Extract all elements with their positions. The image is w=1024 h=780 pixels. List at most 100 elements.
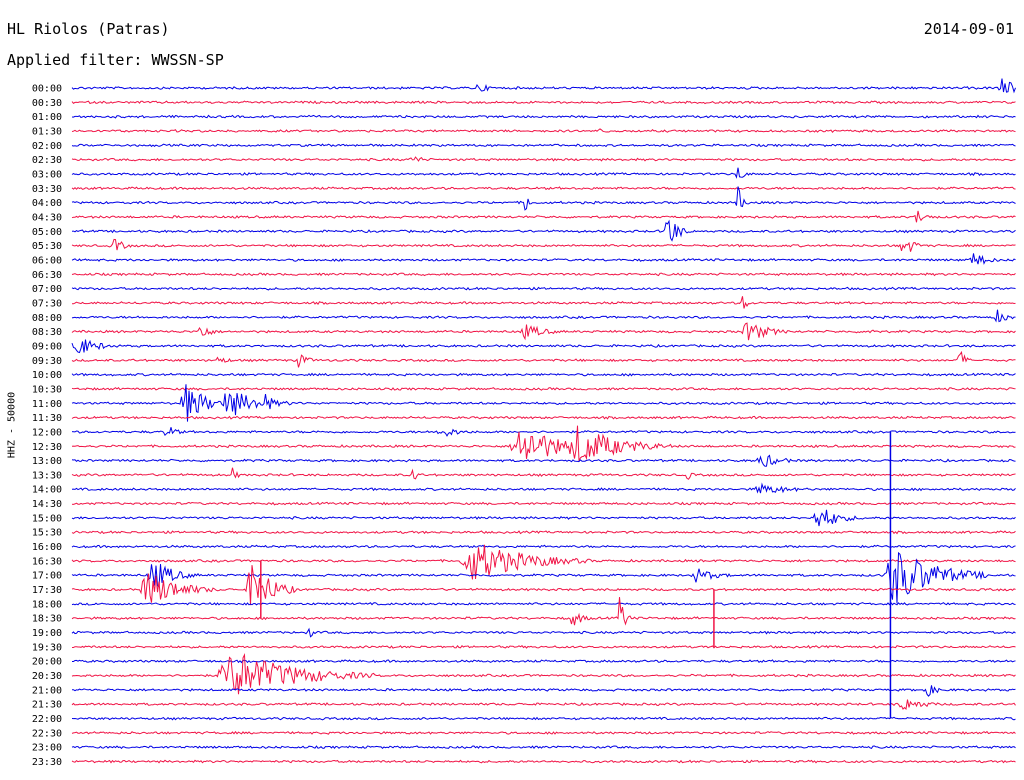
trace-row (71, 652, 1016, 695)
row-label: 06:30 (32, 270, 62, 281)
trace-row (71, 350, 1016, 368)
trace-row (71, 143, 1016, 148)
trace-row (71, 114, 1016, 119)
trace-row (71, 454, 1016, 467)
trace-row (71, 372, 1016, 377)
row-label: 22:30 (32, 728, 62, 739)
row-label: 16:00 (32, 542, 62, 553)
row-label: 17:30 (32, 585, 62, 596)
trace-row (71, 386, 1016, 391)
trace-row (71, 544, 1016, 549)
trace-row (71, 699, 1016, 711)
trace-row (71, 551, 1016, 604)
trace-row (71, 78, 1016, 94)
trace-row (71, 167, 1016, 179)
trace-row (71, 544, 1016, 580)
trace-row (71, 745, 1016, 750)
row-label: 22:00 (32, 714, 62, 725)
trace-row (71, 322, 1016, 341)
trace-row (71, 415, 1016, 420)
trace-row (72, 659, 1016, 664)
trace-row (71, 501, 1016, 506)
row-label: 14:30 (32, 499, 62, 510)
trace-row (71, 128, 1016, 133)
trace-row (71, 219, 1016, 242)
row-label: 09:00 (32, 341, 62, 352)
row-label: 00:00 (32, 84, 62, 95)
date-label: 2014-09-01 (923, 20, 1014, 38)
row-label: 00:30 (32, 98, 62, 109)
row-label: 16:30 (32, 556, 62, 567)
row-label: 11:00 (32, 399, 62, 410)
trace-row (71, 601, 1016, 606)
row-label: 12:00 (32, 427, 62, 438)
trace-row (71, 467, 1016, 480)
trace-row (71, 627, 1016, 638)
row-label: 23:00 (32, 743, 62, 754)
trace-row (71, 186, 1016, 211)
trace-row (71, 186, 1016, 191)
row-label: 21:30 (32, 700, 62, 711)
row-label: 07:30 (32, 298, 62, 309)
row-label: 17:00 (32, 571, 62, 582)
trace-row (71, 730, 1016, 735)
trace-row (72, 644, 1016, 649)
row-label: 03:30 (32, 184, 62, 195)
row-label: 18:00 (32, 599, 62, 610)
row-label: 15:30 (32, 528, 62, 539)
row-label: 12:30 (32, 442, 62, 453)
trace-row (72, 296, 1016, 309)
trace-row (71, 384, 1016, 422)
row-label: 05:00 (32, 227, 62, 238)
row-label: 19:00 (32, 628, 62, 639)
trace-row (71, 286, 1016, 291)
row-label: 01:00 (32, 112, 62, 123)
trace-row (71, 156, 1016, 162)
trace-row (71, 272, 1016, 277)
trace-row (71, 530, 1016, 535)
row-label: 04:30 (32, 212, 62, 223)
row-label: 14:00 (32, 485, 62, 496)
trace-row (71, 716, 1016, 721)
row-label: 08:00 (32, 313, 62, 324)
row-label: 18:30 (32, 614, 62, 625)
trace-row (71, 253, 1016, 265)
row-label: 20:30 (32, 671, 62, 682)
row-label: 03:00 (32, 169, 62, 180)
trace-row (71, 509, 1016, 527)
row-label: 10:30 (32, 384, 62, 395)
trace-row (71, 309, 1016, 323)
row-label: 21:00 (32, 685, 62, 696)
station-title: HL Riolos (Patras) (7, 20, 170, 38)
row-label: 08:30 (32, 327, 62, 338)
row-label: 15:00 (32, 513, 62, 524)
filter-label: Applied filter: WWSSN-SP (7, 51, 224, 69)
row-label: 13:00 (32, 456, 62, 467)
row-label: 13:30 (32, 470, 62, 481)
row-label: 19:30 (32, 642, 62, 653)
trace-row (71, 759, 1016, 764)
trace-row (71, 565, 1016, 606)
trace-row (71, 427, 1016, 437)
trace-row (71, 210, 1016, 223)
trace-row (71, 238, 1016, 252)
trace-row (71, 685, 1016, 697)
trace-row (71, 425, 1016, 463)
row-label: 07:00 (32, 284, 62, 295)
row-label: 23:30 (32, 757, 62, 768)
trace-row (71, 100, 1016, 105)
row-label: 01:30 (32, 126, 62, 137)
row-label: 02:30 (32, 155, 62, 166)
row-label: 05:30 (32, 241, 62, 252)
trace-row (71, 597, 1016, 626)
row-label: 06:00 (32, 255, 62, 266)
row-label: 10:00 (32, 370, 62, 381)
row-label: 02:00 (32, 141, 62, 152)
trace-row (71, 482, 1016, 494)
trace-row (71, 339, 1016, 354)
row-label: 20:00 (32, 657, 62, 668)
row-label: 09:30 (32, 356, 62, 367)
row-label: 04:00 (32, 198, 62, 209)
row-label: 11:30 (32, 413, 62, 424)
